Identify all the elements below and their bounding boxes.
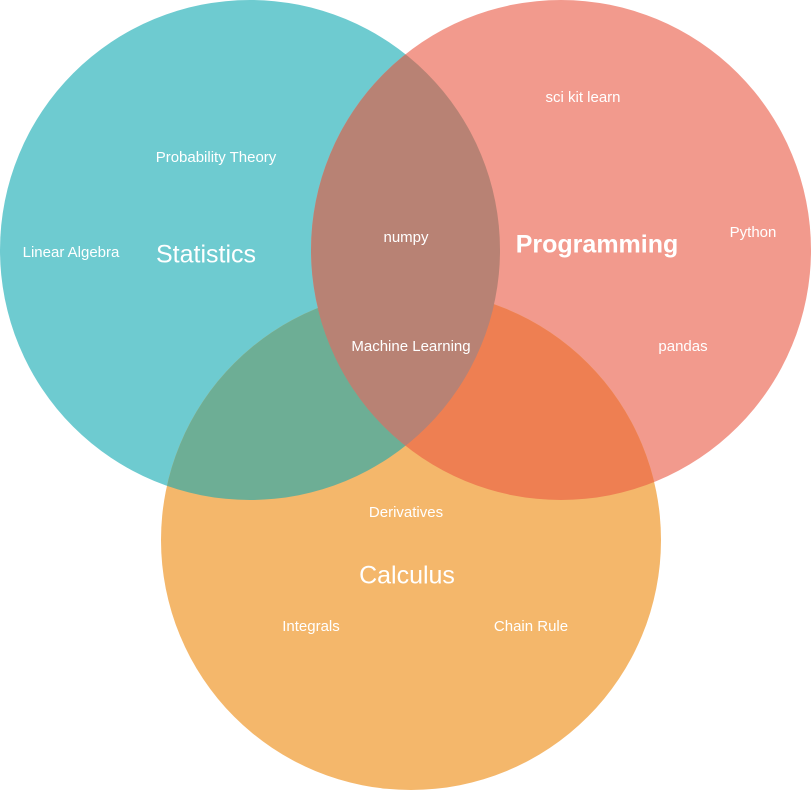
item-pandas: pandas [658,338,707,355]
set-label-calculus: Calculus [359,562,455,590]
item-derivatives: Derivatives [369,504,443,521]
item-linear-algebra: Linear Algebra [23,244,120,261]
item-chain-rule: Chain Rule [494,618,568,635]
item-probability-theory: Probability Theory [156,149,277,166]
item-numpy: numpy [383,229,429,246]
item-machine-learning: Machine Learning [351,338,470,355]
overlap-statistics-calculus [161,290,500,500]
overlap-programming-calculus [311,290,661,500]
item-integrals: Integrals [282,618,340,635]
set-label-statistics: Statistics [156,241,256,269]
set-label-programming: Programming [516,231,679,259]
item-python: Python [730,224,777,241]
item-sci-kit-learn: sci kit learn [545,89,620,106]
